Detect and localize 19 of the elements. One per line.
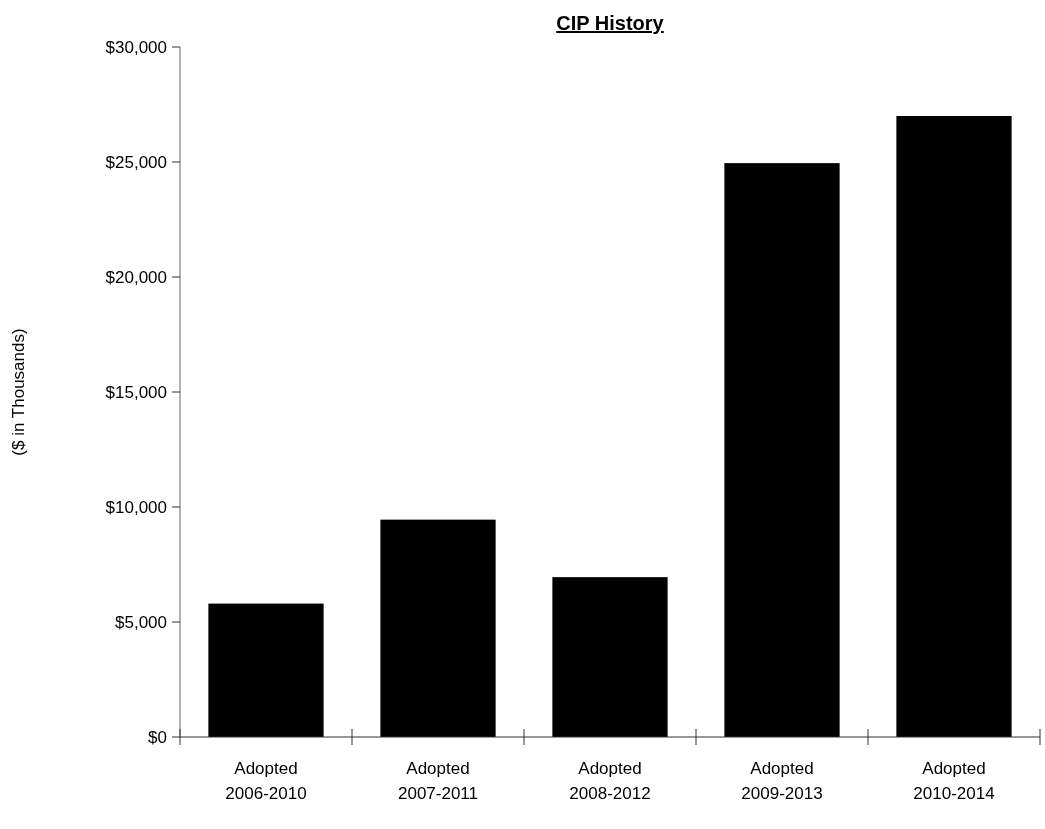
bar bbox=[724, 163, 840, 737]
x-tick-label: Adopted 2007-2011 bbox=[397, 759, 479, 803]
y-tick-label: $15,000 bbox=[105, 382, 167, 402]
bar bbox=[208, 603, 324, 737]
chart-title: CIP History bbox=[556, 12, 665, 34]
y-tick-label: $25,000 bbox=[105, 152, 167, 172]
y-tick-label: $30,000 bbox=[105, 37, 167, 57]
y-tick-label: $5,000 bbox=[115, 612, 167, 632]
y-tick-label: $0 bbox=[148, 727, 167, 747]
y-axis-title: ($ in Thousands) bbox=[9, 328, 28, 456]
x-tick-label: Adopted 2010-2014 bbox=[913, 759, 995, 803]
x-tick-label: Adopted 2006-2010 bbox=[225, 759, 307, 803]
bar bbox=[552, 577, 668, 737]
x-tick-label: Adopted 2008-2012 bbox=[569, 759, 651, 803]
bar bbox=[896, 116, 1012, 737]
x-tick-label: Adopted 2009-2013 bbox=[741, 759, 823, 803]
bar bbox=[380, 519, 496, 737]
y-tick-label: $10,000 bbox=[105, 497, 167, 517]
y-tick-label: $20,000 bbox=[105, 267, 167, 287]
